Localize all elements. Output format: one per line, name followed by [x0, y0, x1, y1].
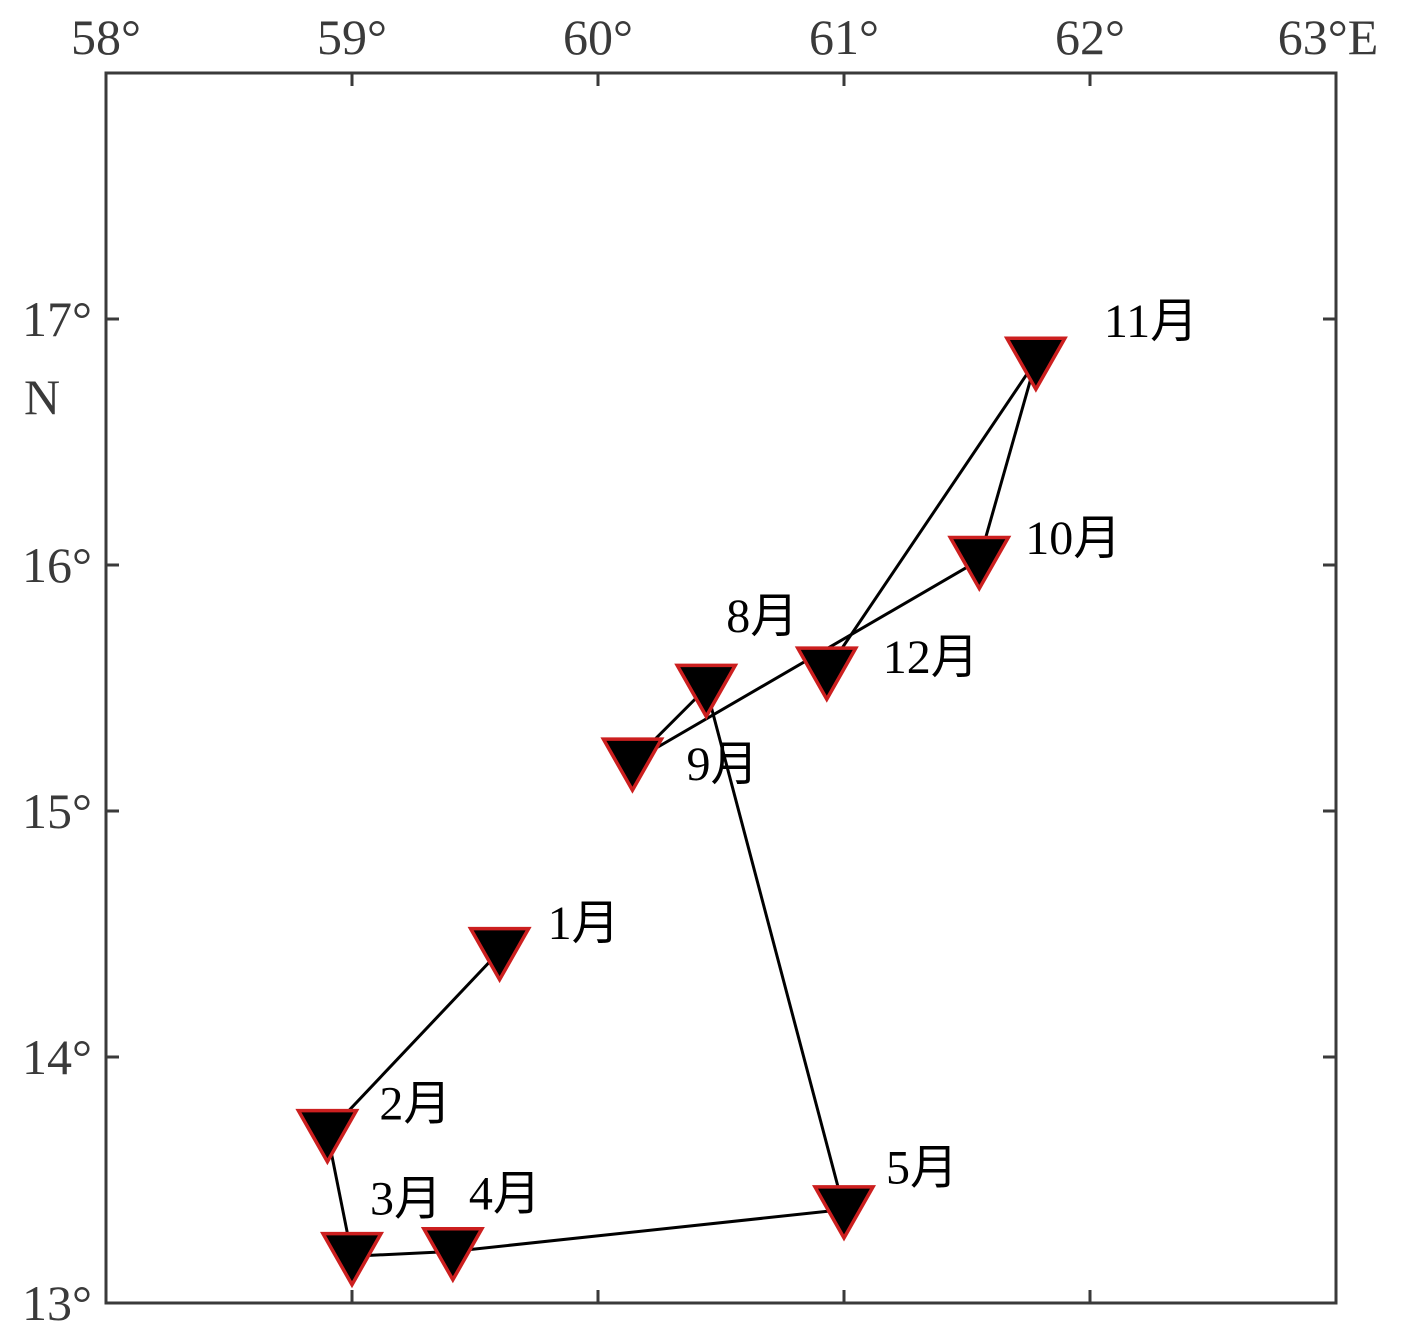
marker-2 [319, 1231, 385, 1289]
x-tick-label-5: 63°E [1278, 9, 1379, 65]
x-tick-label-3: 61° [809, 9, 879, 65]
marker-1 [295, 1108, 360, 1166]
markers [295, 336, 1068, 1289]
track-segment-4 [704, 687, 846, 1210]
x-tick-label-2: 60° [563, 9, 633, 65]
point-label-6: 9月 [686, 738, 758, 791]
marker-4 [811, 1185, 877, 1242]
y-tick-label-3: 16° [22, 537, 92, 593]
point-labels: 1月 2月 3月 4月 5月 8月 9月 10月 11月 12月 [370, 295, 1198, 1225]
marker-6 [600, 737, 665, 794]
point-label-3: 4月 [469, 1167, 541, 1220]
x-tick-label-0: 58° [71, 9, 141, 65]
point-label-7: 10月 [1025, 512, 1121, 565]
y-tick-label-1: 14° [22, 1029, 92, 1085]
y-tick-label-2: 15° [22, 783, 92, 839]
y-tick-labels: 13° 14° 15° 16° 17° [22, 291, 92, 1331]
marker-7 [947, 535, 1012, 593]
marker-5 [674, 663, 739, 720]
y-tick-label-0: 13° [22, 1275, 92, 1331]
y-tick-label-4: 17° [22, 291, 92, 347]
x-tick-label-4: 62° [1055, 9, 1125, 65]
marker-9 [794, 646, 859, 703]
point-label-2: 3月 [370, 1172, 442, 1225]
point-label-1: 2月 [379, 1077, 451, 1130]
track-segment-8 [825, 359, 1038, 672]
marker-3 [420, 1226, 485, 1284]
point-label-4: 5月 [886, 1142, 958, 1195]
point-label-8: 11月 [1104, 295, 1198, 348]
track-segment-0 [326, 950, 501, 1135]
point-label-5: 8月 [726, 590, 798, 643]
marker-8 [1003, 336, 1068, 393]
x-tick-labels: 58° 59° 60° 61° 62° 63°E [71, 9, 1378, 65]
x-tick-label-1: 59° [317, 9, 387, 65]
marker-0 [467, 926, 532, 984]
y-unit-label: N [24, 369, 60, 425]
axis-ticks [104, 73, 1338, 1305]
track-segment-7 [977, 360, 1038, 561]
plot-frame [104, 71, 1338, 1305]
track-segment-3 [452, 1208, 845, 1253]
point-label-0: 1月 [548, 897, 620, 950]
point-label-9: 12月 [883, 631, 979, 684]
